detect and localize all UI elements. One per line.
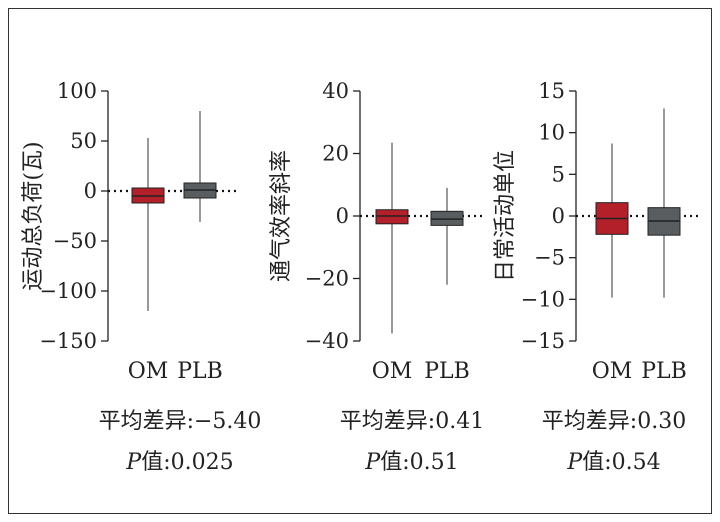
box-om	[131, 138, 165, 311]
mean-difference-label: 平均差异:	[340, 409, 435, 434]
mean-difference: 平均差异:0.41	[340, 409, 484, 434]
mean-difference-value: −5.40	[194, 409, 261, 434]
y-tick-label: 50	[70, 129, 97, 153]
box-om	[375, 142, 409, 334]
y-tick-label: −15	[521, 329, 565, 353]
box-iqr	[430, 210, 464, 226]
mean-difference: 平均差异:0.30	[542, 409, 686, 434]
p-value: P值:0.025	[125, 450, 233, 475]
y-tick-label: 5	[552, 162, 565, 186]
y-axis-label: 运动总负荷(瓦)	[21, 141, 46, 290]
category-label: PLB	[177, 359, 223, 384]
y-tick-label: −40	[305, 329, 349, 353]
p-value-symbol: P	[566, 450, 583, 475]
p-value-number: 0.54	[612, 450, 661, 475]
p-value-number: 0.025	[171, 450, 234, 475]
y-tick-label: 0	[84, 179, 97, 203]
box-iqr	[375, 209, 409, 225]
y-tick-label: −150	[39, 329, 97, 353]
y-tick-label: −20	[305, 267, 349, 291]
y-tick-label: 0	[552, 204, 565, 228]
mean-difference-label: 平均差异:	[542, 409, 637, 434]
y-tick-label: 10	[538, 121, 565, 145]
y-tick-label: 15	[538, 79, 565, 103]
y-tick-label: 100	[57, 79, 97, 103]
p-value-label: 值:	[582, 450, 611, 475]
y-tick-label: −5	[534, 246, 565, 270]
panel-ventilatory-slope: 40 20 0 −20 −40 通气效率斜率 OM PLB 平均差异:0.41 P值:0.51	[269, 79, 484, 475]
box-plb	[430, 187, 464, 285]
y-tick-label: −100	[39, 279, 97, 303]
y-axis-label: 日常活动单位	[493, 150, 518, 282]
p-value: P值:0.54	[566, 450, 660, 475]
p-value-symbol: P	[125, 450, 142, 475]
category-label: PLB	[641, 359, 687, 384]
p-value-label: 值:	[380, 450, 409, 475]
mean-difference-label: 平均差异:	[99, 409, 194, 434]
box-om	[595, 143, 629, 298]
category-label: OM	[372, 359, 413, 384]
p-value: P值:0.51	[364, 450, 458, 475]
p-value-number: 0.51	[410, 450, 459, 475]
mean-difference-value: 0.30	[637, 409, 686, 434]
category-label: OM	[592, 359, 633, 384]
y-tick-label: −50	[53, 229, 97, 253]
y-tick-label: 40	[322, 79, 349, 103]
p-value-label: 值:	[141, 450, 170, 475]
category-label: OM	[128, 359, 169, 384]
mean-difference: 平均差异:−5.40	[99, 409, 262, 434]
box-plb	[647, 108, 681, 298]
y-axis-label: 通气效率斜率	[269, 150, 294, 282]
p-value-symbol: P	[364, 450, 381, 475]
category-label: PLB	[424, 359, 470, 384]
mean-difference-value: 0.41	[435, 409, 484, 434]
y-tick-label: 0	[336, 204, 349, 228]
panel-work-load: 100 50 0 −50 −100 −150 运动总负荷(瓦) OM PLB 平均差异:−5.40…	[21, 79, 261, 475]
y-tick-label: −10	[521, 287, 565, 311]
y-tick-label: 20	[322, 142, 349, 166]
box-plb	[183, 111, 217, 222]
